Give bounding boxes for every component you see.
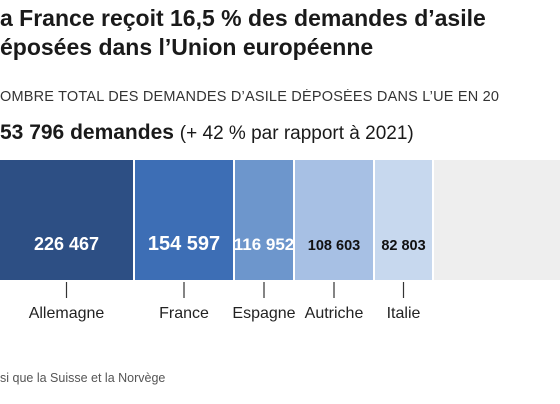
stacked-bar-chart: 226 467 Allemagne 154 597 France 116 952 Espa… bbox=[0, 160, 560, 322]
bar-au bbox=[434, 160, 560, 280]
value-label-italie: 82 803 bbox=[381, 238, 425, 254]
category-label-italie: Italie bbox=[387, 305, 421, 322]
value-label-espagne: 116 952 bbox=[234, 235, 295, 254]
chart-subtitle: OMBRE TOTAL DES DEMANDES D’ASILE DÉPOSÉE… bbox=[0, 89, 500, 105]
category-label-france: France bbox=[159, 305, 209, 322]
value-label-autriche: 108 603 bbox=[308, 238, 360, 254]
category-label-autriche: Autriche bbox=[305, 305, 364, 322]
total-change: (+ 42 % par rapport à 2021) bbox=[179, 123, 414, 144]
value-label-france: 154 597 bbox=[148, 233, 220, 255]
bar-espagne bbox=[235, 160, 293, 280]
category-label-allemagne: Allemagne bbox=[29, 305, 105, 322]
title-line-2: éposées dans l’Union européenne bbox=[0, 34, 374, 60]
value-label-allemagne: 226 467 bbox=[34, 234, 99, 254]
footnote: si que la Suisse et la Norvège bbox=[0, 371, 166, 385]
total-requests: 53 796 demandes (+ 42 % par rapport à 20… bbox=[0, 121, 560, 145]
category-label-espagne: Espagne bbox=[232, 305, 295, 322]
chart-title: a France reçoit 16,5 % des demandes d’as… bbox=[0, 4, 560, 62]
bar-allemagne bbox=[0, 160, 133, 280]
bar-italie bbox=[375, 160, 432, 280]
total-unit: demandes bbox=[70, 121, 174, 144]
bar-france bbox=[135, 160, 233, 280]
title-line-1: a France reçoit 16,5 % des demandes d’as… bbox=[0, 5, 486, 31]
bar-autriche bbox=[295, 160, 373, 280]
total-number: 53 796 bbox=[0, 121, 65, 144]
